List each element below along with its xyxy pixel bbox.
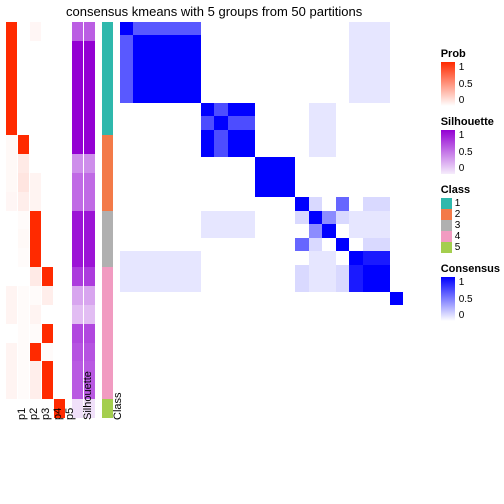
legends-panel: Prob10.50Silhouette10.50Class12345Consen…: [441, 48, 500, 321]
legend-class-item: 5: [441, 242, 500, 253]
legend-tick: 0.5: [459, 294, 473, 305]
legend-gradient-bar: 10.50: [441, 62, 455, 106]
legend-swatch: [441, 242, 452, 253]
legend-tick: 1: [459, 277, 473, 288]
legend-item-label: 2: [455, 209, 461, 220]
annotation-p4-3: [42, 22, 53, 418]
legend-silhouette: Silhouette10.50: [441, 116, 500, 174]
annotation-p2-1: [18, 22, 29, 418]
legend-swatch: [441, 231, 452, 242]
annotation-silhouette-6: [84, 22, 95, 418]
legend-class-item: 1: [441, 198, 500, 209]
legend-class-item: 2: [441, 209, 500, 220]
legend-item-label: 4: [455, 231, 461, 242]
legend-tick: 0.5: [459, 79, 473, 90]
legend-tick: 0.5: [459, 147, 473, 158]
legend-tick: 0: [459, 95, 473, 106]
axis-label-p5: p5: [64, 408, 76, 420]
legend-item-label: 3: [455, 220, 461, 231]
legend-class: Class 12345: [441, 184, 500, 253]
legend-class-item: 4: [441, 231, 500, 242]
legend-title: Prob: [441, 48, 500, 60]
legend-item-label: 5: [455, 242, 461, 253]
legend-title: Silhouette: [441, 116, 500, 128]
axis-label-silhouette: Silhouette: [82, 371, 94, 420]
axis-label-p3: p3: [40, 408, 52, 420]
legend-tick: 0: [459, 310, 473, 321]
legend-prob: Prob10.50: [441, 48, 500, 106]
legend-swatch: [441, 209, 452, 220]
legend-tick: 0: [459, 163, 473, 174]
legend-title: Class: [441, 184, 500, 196]
legend-consensus: Consensus10.50: [441, 263, 500, 321]
consensus-heatmap: [120, 22, 403, 305]
axis-label-p2: p2: [28, 408, 40, 420]
legend-gradient-bar: 10.50: [441, 130, 455, 174]
legend-swatch: [441, 220, 452, 231]
legend-tick: 1: [459, 62, 473, 73]
page-title: consensus kmeans with 5 groups from 50 p…: [66, 4, 362, 19]
axis-label-p4: p4: [52, 408, 64, 420]
legend-swatch: [441, 198, 452, 209]
annotation-p3-2: [30, 22, 41, 418]
annotation-silhouette-5: [72, 22, 83, 418]
annotation-p1-0: [6, 22, 17, 418]
axis-label-p1: p1: [16, 408, 28, 420]
legend-class-item: 3: [441, 220, 500, 231]
legend-title: Consensus: [441, 263, 500, 275]
axis-label-class: Class: [112, 392, 124, 420]
legend-gradient-bar: 10.50: [441, 277, 455, 321]
annotation-p5-4: [54, 22, 65, 418]
annotation-class-7: [102, 22, 113, 418]
legend-tick: 1: [459, 130, 473, 141]
legend-item-label: 1: [455, 198, 461, 209]
